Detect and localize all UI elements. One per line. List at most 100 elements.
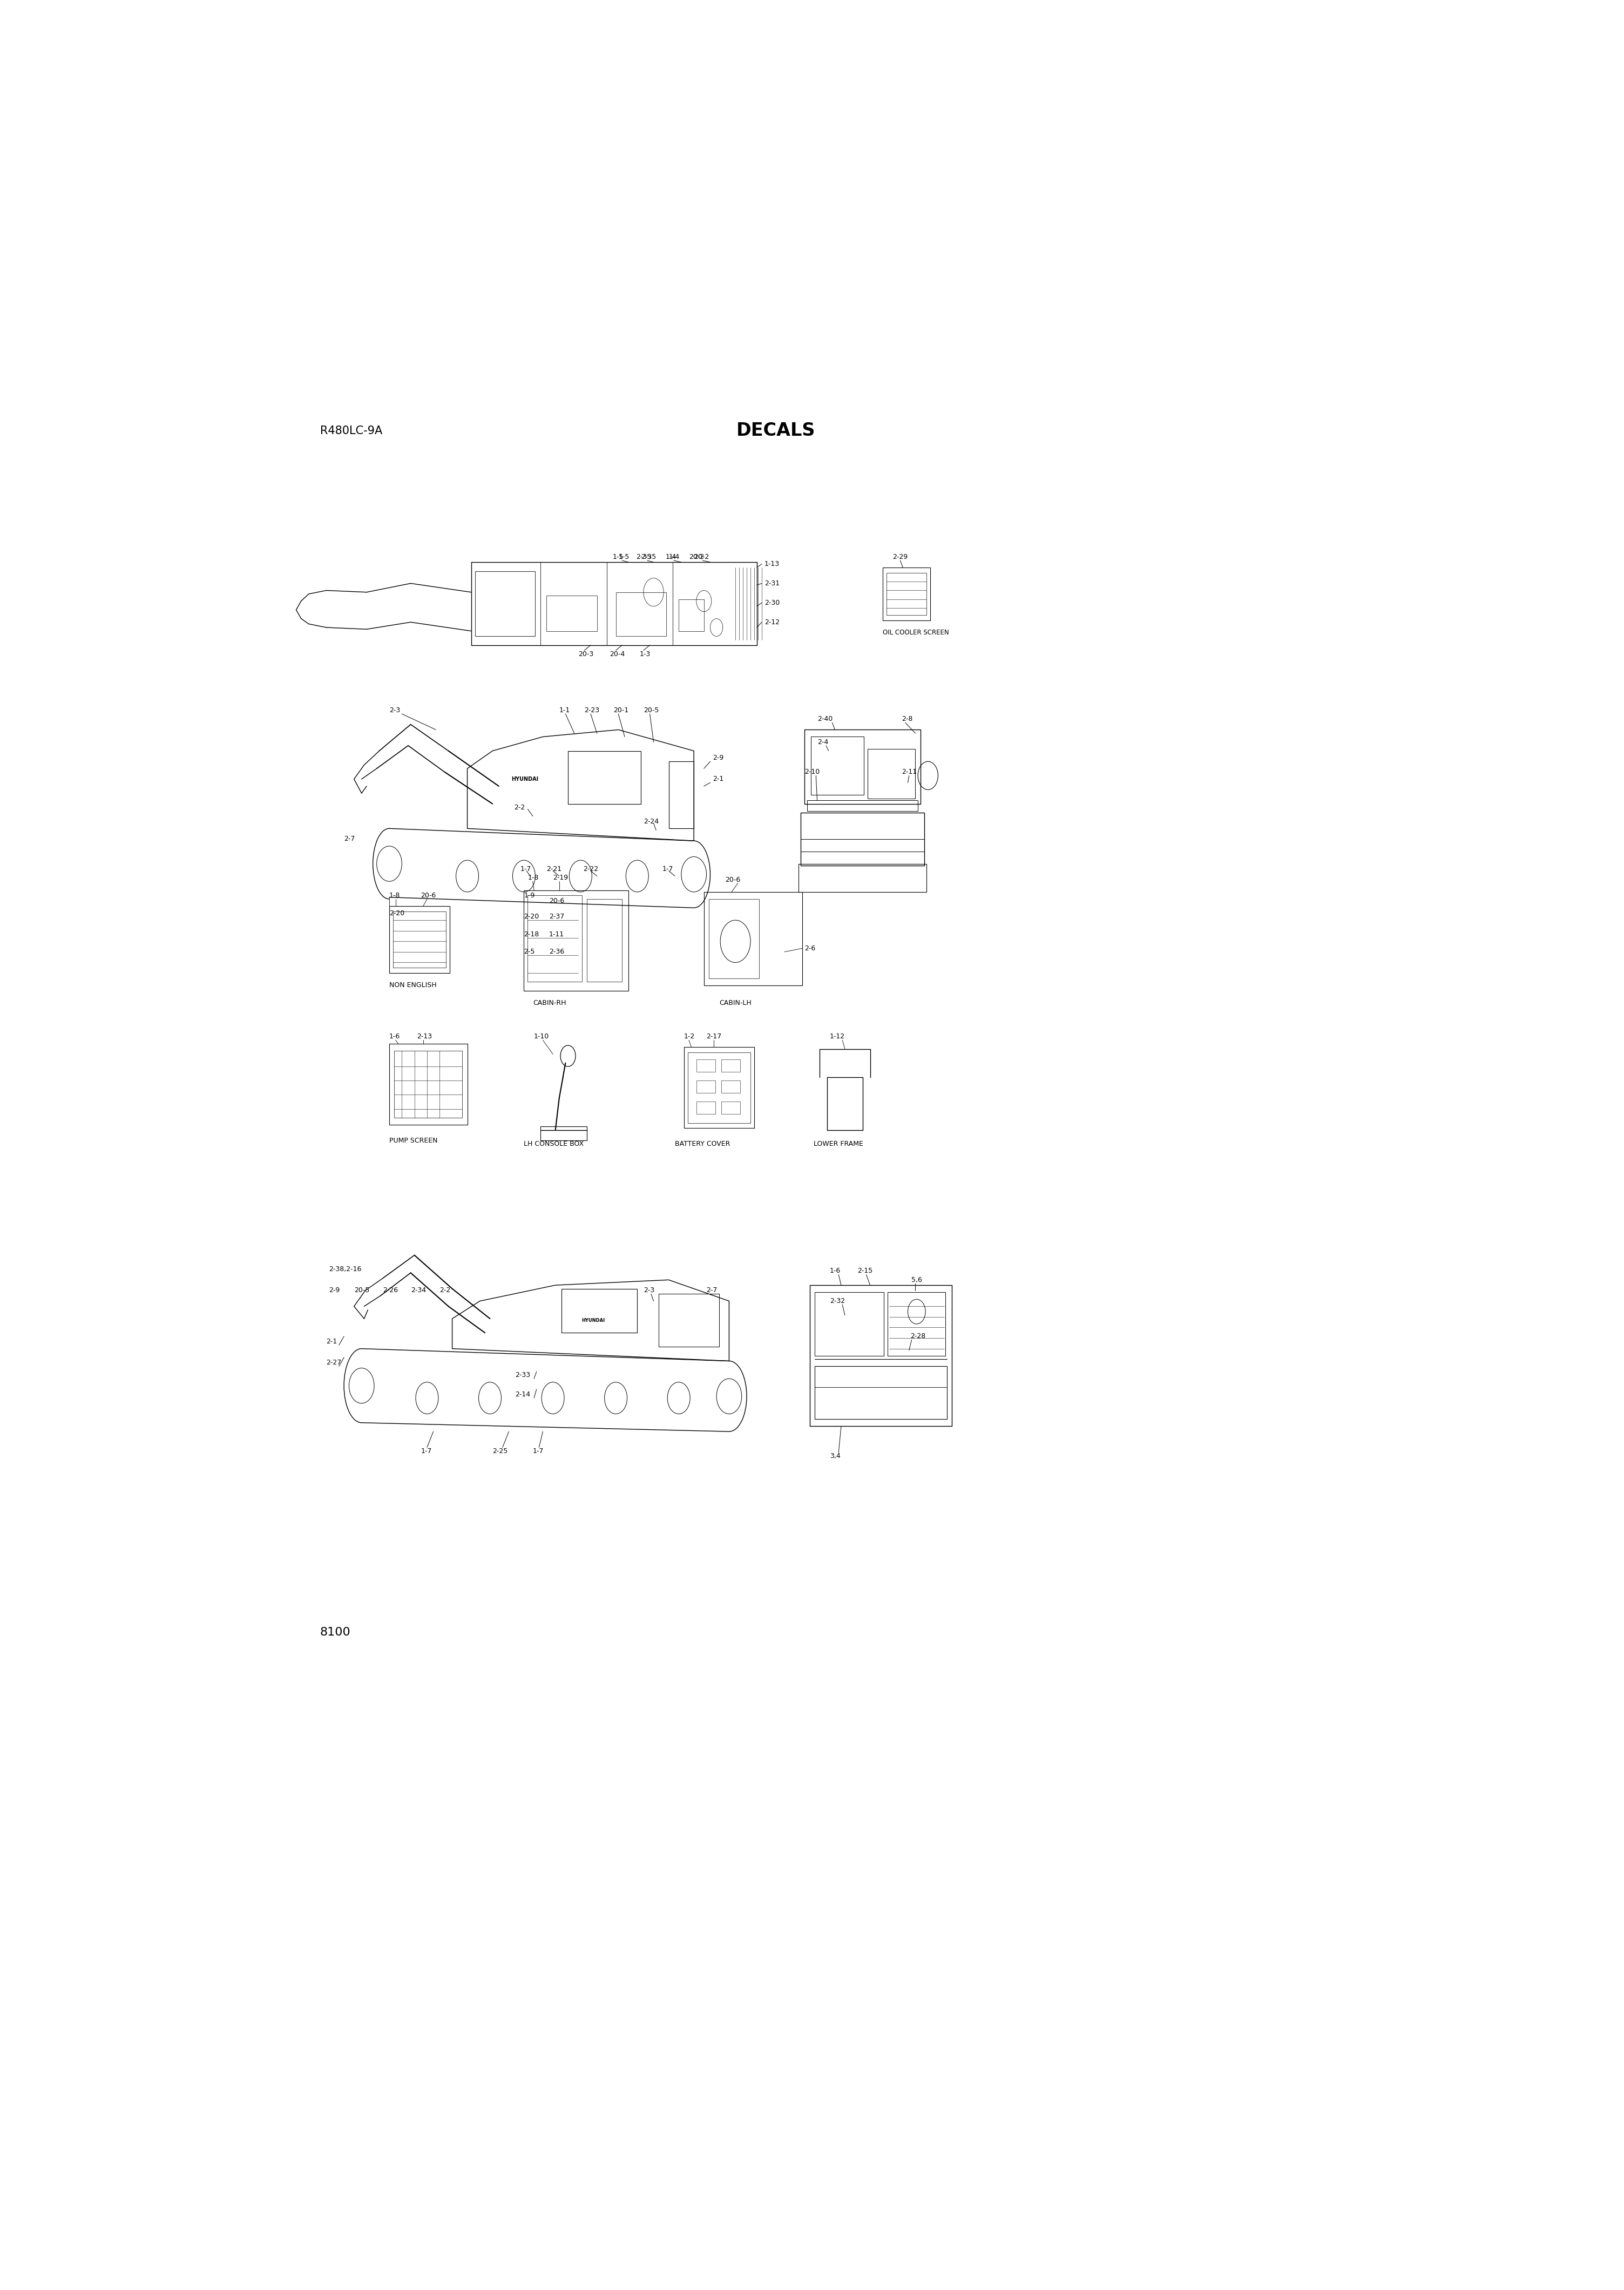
Text: 2-26: 2-26 bbox=[383, 1287, 398, 1294]
Bar bbox=[528, 895, 581, 982]
Bar bbox=[710, 900, 760, 978]
Bar bbox=[562, 1289, 637, 1333]
Text: 2-30: 2-30 bbox=[765, 600, 780, 607]
Text: 2-35: 2-35 bbox=[641, 554, 656, 561]
Bar bbox=[867, 749, 916, 799]
Text: 1-8: 1-8 bbox=[390, 893, 400, 900]
Text: 2-28: 2-28 bbox=[911, 1333, 926, 1340]
Text: NON ENGLISH: NON ENGLISH bbox=[390, 982, 437, 989]
Text: 20-5: 20-5 bbox=[354, 1287, 369, 1294]
Text: 1-6: 1-6 bbox=[390, 1033, 400, 1040]
Bar bbox=[801, 813, 924, 866]
Text: 1-7: 1-7 bbox=[421, 1447, 432, 1454]
Text: 2-2: 2-2 bbox=[513, 804, 525, 811]
Bar bbox=[721, 1101, 741, 1115]
Text: 2-3: 2-3 bbox=[643, 1287, 654, 1294]
Text: CABIN-LH: CABIN-LH bbox=[719, 998, 752, 1008]
Bar bbox=[541, 1127, 586, 1140]
Text: 20-6: 20-6 bbox=[421, 893, 435, 900]
Text: PUMP SCREEN: PUMP SCREEN bbox=[390, 1138, 437, 1145]
Text: 2-27: 2-27 bbox=[326, 1360, 341, 1367]
Text: 1-9: 1-9 bbox=[525, 893, 534, 900]
Bar bbox=[393, 911, 447, 969]
Text: 2-31: 2-31 bbox=[765, 579, 780, 586]
Text: 2-21: 2-21 bbox=[547, 866, 562, 872]
Text: 20-4: 20-4 bbox=[609, 650, 625, 657]
Bar bbox=[547, 595, 598, 632]
Text: 1-4: 1-4 bbox=[669, 554, 679, 561]
Bar bbox=[804, 731, 921, 804]
Text: CABIN-RH: CABIN-RH bbox=[533, 998, 565, 1008]
Text: DECALS: DECALS bbox=[736, 421, 815, 440]
Text: 20-2: 20-2 bbox=[693, 554, 710, 561]
Text: 2-34: 2-34 bbox=[411, 1287, 425, 1294]
Text: 2-13: 2-13 bbox=[417, 1033, 432, 1040]
Text: 2-15: 2-15 bbox=[857, 1269, 872, 1276]
Text: 2-7: 2-7 bbox=[344, 836, 356, 843]
Text: 20-2: 20-2 bbox=[689, 554, 703, 561]
Bar bbox=[799, 863, 927, 893]
Text: 20-1: 20-1 bbox=[614, 708, 628, 714]
Bar bbox=[395, 1051, 463, 1118]
Text: HYUNDAI: HYUNDAI bbox=[512, 776, 539, 781]
Bar bbox=[679, 600, 703, 632]
Text: 1-7: 1-7 bbox=[533, 1447, 544, 1454]
Text: 2-37: 2-37 bbox=[549, 914, 565, 921]
Text: 2-10: 2-10 bbox=[804, 769, 820, 776]
Text: HYUNDAI: HYUNDAI bbox=[581, 1319, 604, 1324]
Text: 2-24: 2-24 bbox=[643, 818, 659, 824]
Text: 2-23: 2-23 bbox=[585, 708, 599, 714]
Text: 1-2: 1-2 bbox=[684, 1033, 695, 1040]
Bar bbox=[474, 570, 536, 637]
Text: 1-5: 1-5 bbox=[612, 554, 624, 561]
Bar bbox=[390, 1044, 468, 1124]
Text: 2-12: 2-12 bbox=[765, 618, 780, 625]
Text: 2-11: 2-11 bbox=[901, 769, 916, 776]
Text: 1-11: 1-11 bbox=[549, 930, 564, 939]
Text: 2-20: 2-20 bbox=[390, 909, 404, 916]
Text: 1-1: 1-1 bbox=[559, 708, 570, 714]
Text: 2-22: 2-22 bbox=[583, 866, 598, 872]
Bar bbox=[888, 1292, 945, 1356]
Text: R480LC-9A: R480LC-9A bbox=[320, 426, 382, 437]
Text: 2-25: 2-25 bbox=[492, 1447, 508, 1454]
Bar bbox=[697, 1101, 715, 1115]
Text: 5,6: 5,6 bbox=[911, 1276, 922, 1282]
Text: 2-33: 2-33 bbox=[515, 1372, 531, 1379]
Text: LH CONSOLE BOX: LH CONSOLE BOX bbox=[525, 1140, 585, 1147]
Text: 2-5: 2-5 bbox=[525, 948, 534, 955]
Bar bbox=[615, 593, 666, 637]
Bar bbox=[703, 893, 802, 985]
Text: 2-1: 2-1 bbox=[326, 1337, 338, 1344]
Text: 2-4: 2-4 bbox=[817, 740, 828, 747]
Text: 1-7: 1-7 bbox=[663, 866, 674, 872]
Text: 1-12: 1-12 bbox=[830, 1033, 844, 1040]
Text: 2-6: 2-6 bbox=[804, 946, 815, 953]
Text: 8100: 8100 bbox=[320, 1628, 351, 1637]
Bar bbox=[815, 1367, 947, 1420]
Text: 20-3: 20-3 bbox=[578, 650, 593, 657]
Bar bbox=[807, 799, 918, 811]
Bar bbox=[721, 1060, 741, 1072]
Text: 2-38,2-16: 2-38,2-16 bbox=[328, 1266, 362, 1273]
Bar bbox=[390, 907, 450, 973]
Text: 1-6: 1-6 bbox=[830, 1269, 841, 1276]
Text: LOWER FRAME: LOWER FRAME bbox=[814, 1140, 862, 1147]
Text: 2-1: 2-1 bbox=[713, 776, 724, 783]
Bar bbox=[568, 751, 641, 804]
Bar bbox=[659, 1294, 719, 1347]
Bar bbox=[810, 737, 864, 795]
Text: 2-17: 2-17 bbox=[706, 1033, 721, 1040]
Bar bbox=[721, 1081, 741, 1092]
Text: 2-29: 2-29 bbox=[893, 554, 908, 561]
Bar bbox=[687, 1053, 750, 1122]
Text: 2-19: 2-19 bbox=[552, 875, 568, 882]
Text: 2-32: 2-32 bbox=[830, 1298, 844, 1305]
Text: 2-3: 2-3 bbox=[390, 708, 400, 714]
Text: 1-7: 1-7 bbox=[520, 866, 531, 872]
Bar bbox=[697, 1081, 715, 1092]
Bar bbox=[684, 1047, 754, 1129]
Text: 2-8: 2-8 bbox=[901, 717, 913, 724]
Text: 20-6: 20-6 bbox=[549, 898, 565, 905]
Text: 2-36: 2-36 bbox=[549, 948, 564, 955]
